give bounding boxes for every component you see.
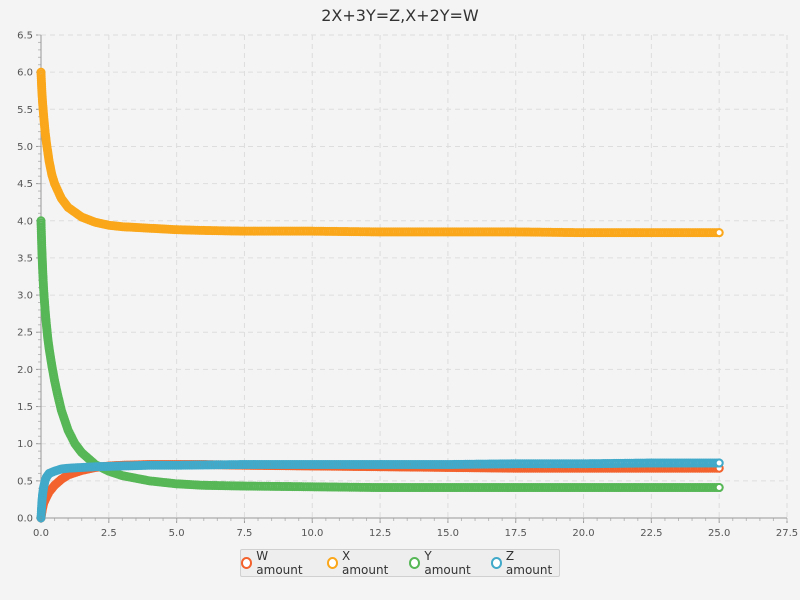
grid-layer: [41, 34, 788, 518]
legend-item-w: W amount: [241, 549, 313, 577]
y-tick-label: 1.0: [17, 439, 33, 450]
legend-label: X amount: [342, 549, 389, 577]
data-point-last: [714, 228, 724, 238]
legend-label: W amount: [256, 549, 303, 577]
legend: W amount X amount Y amount Z amount: [240, 549, 560, 577]
plot-background: [41, 35, 787, 518]
data-point-last: [714, 458, 724, 468]
y-tick-label: 3.0: [17, 291, 33, 302]
series-y: [36, 216, 724, 493]
legend-swatch: [409, 557, 421, 569]
y-tick-label: 4.5: [17, 179, 33, 190]
x-tick-label: 0.0: [33, 528, 49, 539]
y-tick-label: 3.5: [17, 253, 33, 264]
x-tick-label: 22.5: [640, 528, 662, 539]
y-tick-label: 4.0: [17, 216, 33, 227]
x-tick-label: 12.5: [369, 528, 391, 539]
y-tick-label: 0.5: [17, 476, 33, 487]
legend-swatch: [490, 557, 502, 569]
y-tick-label: 6.5: [17, 31, 33, 42]
series-layer: [36, 67, 724, 523]
y-tick-label: 2.5: [17, 328, 33, 339]
legend-swatch: [241, 557, 253, 569]
legend-item-x: X amount: [326, 549, 395, 577]
x-tick-label: 10.0: [301, 528, 323, 539]
y-tick-label: 5.5: [17, 105, 33, 116]
x-tick-label: 27.5: [776, 528, 798, 539]
x-tick-label: 5.0: [169, 528, 185, 539]
legend-swatch: [326, 557, 338, 569]
chart-title: 2X+3Y=Z,X+2Y=W: [321, 6, 479, 25]
y-tick-label: 5.0: [17, 142, 33, 153]
x-tick-label: 17.5: [505, 528, 527, 539]
x-tick-label: 2.5: [101, 528, 117, 539]
legend-label: Z amount: [505, 549, 553, 577]
data-point-last: [714, 483, 724, 493]
x-tick-label: 7.5: [237, 528, 253, 539]
y-tick-label: 0.0: [17, 514, 33, 525]
legend-item-y: Y amount: [409, 549, 477, 577]
y-tick-label: 2.0: [17, 365, 33, 376]
y-tick-label: 1.5: [17, 402, 33, 413]
x-tick-label: 15.0: [437, 528, 459, 539]
y-tick-label: 6.0: [17, 68, 33, 79]
x-tick-label: 25.0: [708, 528, 730, 539]
series-x: [36, 67, 724, 238]
series-z: [36, 458, 724, 523]
x-tick-label: 20.0: [572, 528, 594, 539]
legend-item-z: Z amount: [490, 549, 559, 577]
legend-label: Y amount: [424, 549, 471, 577]
